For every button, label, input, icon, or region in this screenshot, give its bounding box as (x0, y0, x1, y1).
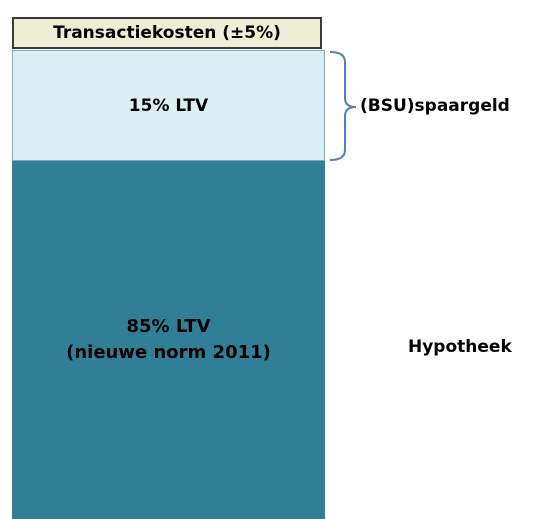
side-label: (BSU)spaargeld (360, 96, 510, 116)
block-text: Transactiekosten (±5%) (53, 23, 281, 43)
costs-block: Transactiekosten (±5%) (12, 17, 322, 49)
savings-block: 15% LTV (12, 50, 325, 161)
side-label: Hypotheek (408, 337, 512, 357)
block-text: 15% LTV (128, 95, 209, 116)
block-text: (nieuwe norm 2011) (66, 342, 271, 363)
brace (329, 51, 357, 161)
mortgage-block: 85% LTV (nieuwe norm 2011) (12, 161, 325, 519)
block-text: 85% LTV (126, 316, 211, 337)
